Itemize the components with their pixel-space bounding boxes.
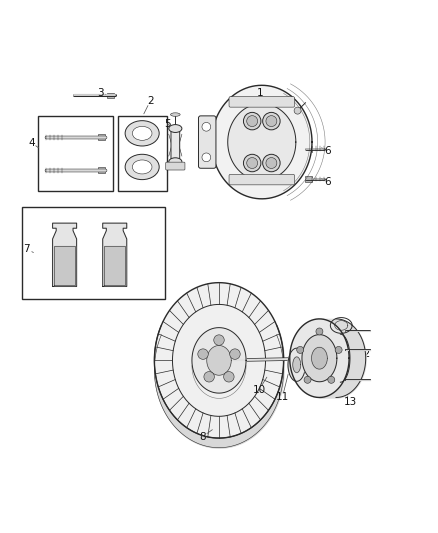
Circle shape [214,335,224,345]
Polygon shape [104,246,125,285]
Bar [98,167,106,173]
Polygon shape [53,223,77,286]
Polygon shape [290,319,349,398]
Text: 6: 6 [324,146,331,156]
Circle shape [230,349,240,359]
Ellipse shape [170,113,180,116]
Polygon shape [207,345,231,375]
Text: 5: 5 [165,119,171,129]
Ellipse shape [125,120,159,146]
Bar [98,134,106,140]
Polygon shape [288,348,305,381]
Circle shape [335,346,342,353]
FancyBboxPatch shape [166,162,185,170]
Ellipse shape [247,158,258,168]
Ellipse shape [132,160,152,174]
Text: 6: 6 [324,177,331,187]
FancyBboxPatch shape [229,174,294,185]
FancyBboxPatch shape [198,116,216,168]
Bar [305,146,311,152]
FancyBboxPatch shape [229,96,294,107]
Circle shape [198,349,208,359]
Polygon shape [154,282,284,438]
Polygon shape [54,246,75,285]
Polygon shape [212,85,312,199]
Ellipse shape [169,158,182,166]
Ellipse shape [169,125,182,133]
Polygon shape [103,223,127,286]
Text: 11: 11 [276,392,289,402]
Circle shape [328,376,335,383]
Ellipse shape [125,154,159,180]
Bar [118,116,166,191]
Bar [21,207,165,299]
Polygon shape [228,103,296,181]
Text: 12: 12 [357,349,371,359]
Circle shape [202,123,211,131]
Ellipse shape [263,154,280,172]
Bar [107,93,114,98]
Circle shape [224,372,234,382]
Ellipse shape [247,116,258,126]
Polygon shape [192,328,246,393]
Ellipse shape [263,112,280,130]
Text: 3: 3 [97,88,103,98]
Text: 10: 10 [253,385,266,394]
Text: 8: 8 [199,432,206,442]
Ellipse shape [244,154,261,172]
Polygon shape [311,348,327,369]
Circle shape [316,328,323,335]
Circle shape [304,376,311,383]
Bar [305,176,311,182]
Bar [38,116,113,191]
Text: 4: 4 [28,138,35,148]
Text: 7: 7 [24,244,30,254]
Ellipse shape [132,126,152,140]
Ellipse shape [266,158,277,168]
Polygon shape [293,357,300,373]
Circle shape [297,346,304,353]
Ellipse shape [266,116,277,126]
FancyBboxPatch shape [171,131,180,159]
Text: 2: 2 [147,95,154,106]
Polygon shape [302,335,337,382]
Ellipse shape [244,112,261,130]
Text: 1: 1 [257,88,264,98]
Circle shape [202,153,211,161]
Circle shape [294,107,301,114]
Circle shape [204,372,214,382]
Text: 13: 13 [343,397,357,407]
